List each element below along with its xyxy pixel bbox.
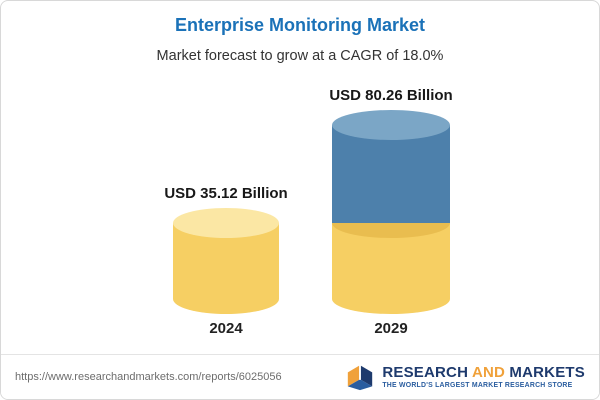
footer: https://www.researchandmarkets.com/repor… (1, 354, 599, 399)
category-label: 2029 (374, 320, 408, 337)
cylinder-top (173, 208, 279, 238)
research-and-markets-logo: RESEARCH AND MARKETS THE WORLD'S LARGEST… (345, 362, 585, 392)
chart-subtitle: Market forecast to grow at a CAGR of 18.… (156, 48, 444, 64)
logo-wordmark: RESEARCH AND MARKETS (382, 363, 585, 381)
source-url[interactable]: https://www.researchandmarkets.com/repor… (15, 371, 282, 383)
bar-value-label: USD 35.12 Billion (164, 185, 288, 202)
cylinder-top (332, 110, 450, 140)
logo-tagline: THE WORLD'S LARGEST MARKET RESEARCH STOR… (382, 382, 573, 390)
logo-word-research: RESEARCH (382, 363, 469, 381)
research-and-markets-logo-icon (348, 365, 373, 391)
logo-text: RESEARCH AND MARKETS THE WORLD'S LARGEST… (382, 363, 585, 390)
logo-word-and: AND (471, 363, 506, 381)
cylinder-segment (332, 125, 450, 223)
bar-value-label: USD 80.26 Billion (329, 87, 453, 104)
chart-title: Enterprise Monitoring Market (174, 15, 426, 35)
category-label: 2024 (209, 320, 243, 337)
logo-word-markets: MARKETS (509, 363, 585, 381)
cylinder-segment (332, 223, 450, 314)
cylinder-segment (173, 223, 279, 314)
